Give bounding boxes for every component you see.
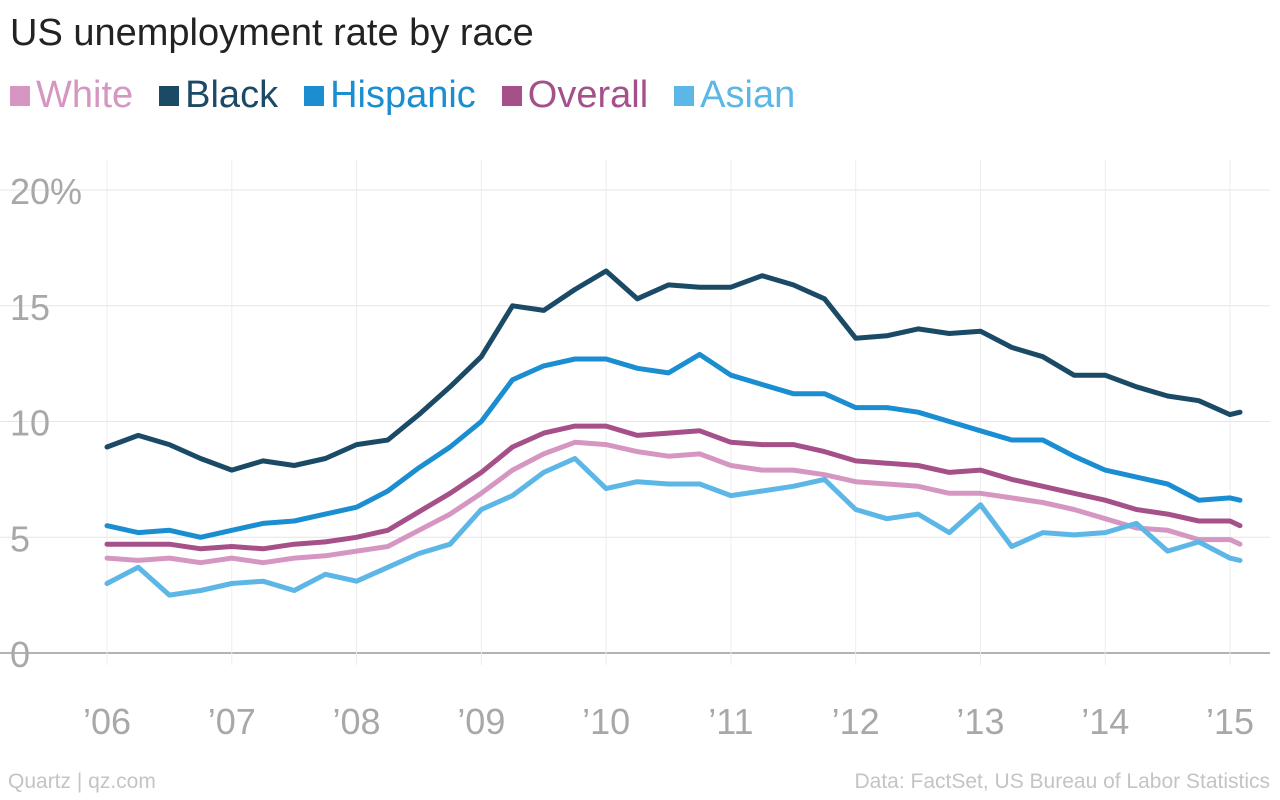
source-credit: Quartz | qz.com — [8, 770, 156, 793]
legend-swatch-white — [10, 85, 30, 106]
x-tick-label: ’10 — [582, 701, 630, 742]
legend-label-black: Black — [185, 74, 279, 116]
x-tick-label: ’09 — [457, 701, 505, 742]
legend-swatch-black — [159, 85, 180, 106]
legend-swatch-hispanic — [304, 85, 325, 106]
legend-swatch-asian — [674, 85, 695, 106]
y-tick-label: 10 — [10, 403, 50, 444]
chart-title: US unemployment rate by race — [10, 12, 534, 54]
x-tick-label: ’12 — [832, 701, 880, 742]
legend-item-hispanic: Hispanic — [304, 74, 476, 117]
legend-label-hispanic: Hispanic — [330, 74, 476, 116]
x-tick-label: ’11 — [708, 701, 753, 742]
series-line-black — [104, 268, 1243, 473]
y-tick-label: 0 — [10, 634, 30, 675]
data-source: Data: FactSet, US Bureau of Labor Statis… — [854, 770, 1270, 793]
x-tick-label: ’08 — [333, 701, 381, 742]
legend-label-overall: Overall — [527, 74, 649, 116]
x-tick-label: ’07 — [208, 701, 256, 742]
x-tick-label: ’13 — [956, 701, 1004, 742]
legend-label-white: White — [36, 74, 134, 116]
legend-item-asian: Asian — [674, 74, 795, 117]
x-tick-label: ’14 — [1081, 701, 1129, 742]
legend-label-asian: Asian — [700, 74, 796, 116]
y-tick-label: 5 — [10, 518, 30, 559]
legend-item-black: Black — [159, 74, 278, 117]
legend-item-overall: Overall — [501, 74, 649, 117]
y-tick-label: 20% — [10, 171, 82, 212]
series-line-asian — [104, 456, 1243, 598]
series-line-white — [104, 439, 1243, 566]
legend-swatch-overall — [501, 85, 522, 106]
legend: White Black Hispanic Overall Asian — [10, 74, 821, 117]
y-tick-label: 15 — [10, 287, 50, 328]
legend-item-white: White — [10, 74, 133, 117]
x-tick-label: ’15 — [1206, 701, 1254, 742]
series-line-overall — [104, 423, 1243, 552]
series-line-hispanic — [104, 351, 1243, 540]
x-tick-label: ’06 — [83, 701, 131, 742]
